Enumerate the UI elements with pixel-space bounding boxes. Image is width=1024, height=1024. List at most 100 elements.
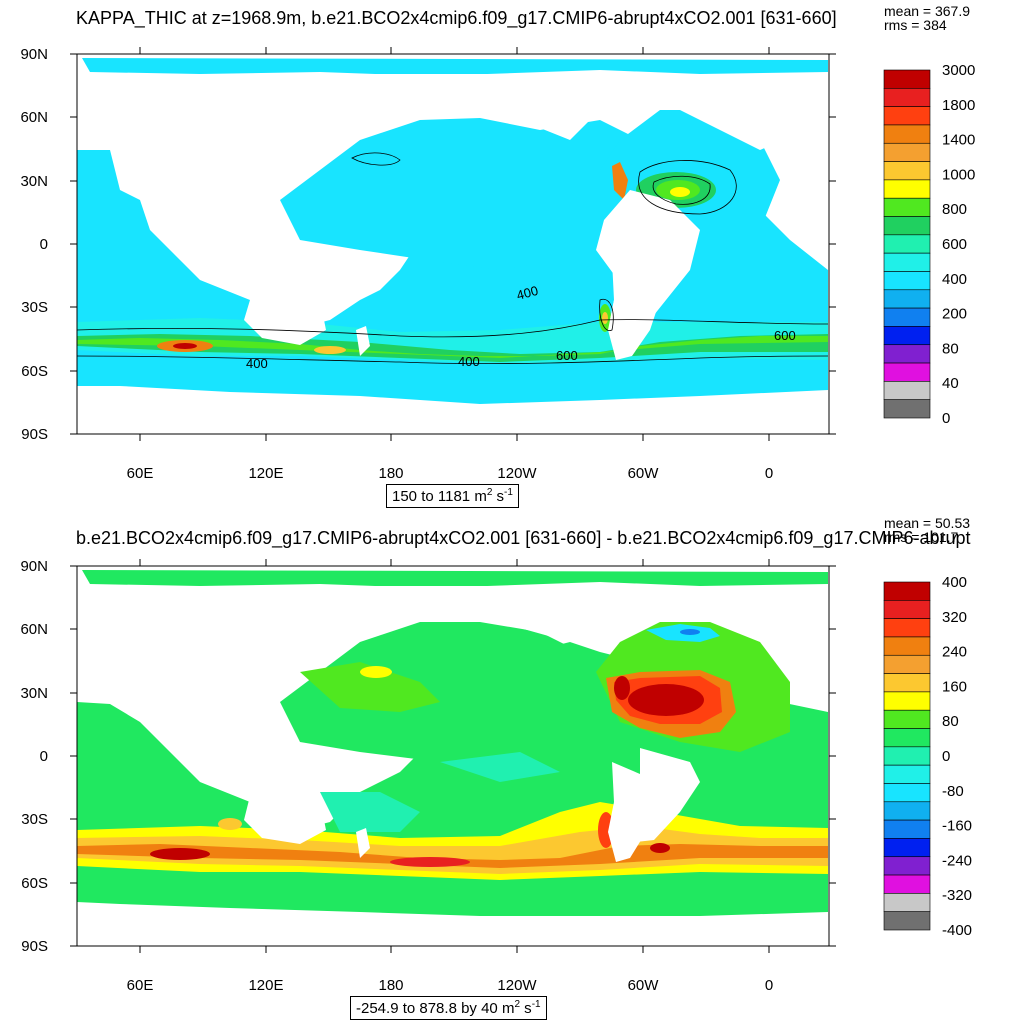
colorbar-swatch xyxy=(883,142,931,162)
lon-label: 60W xyxy=(628,465,660,482)
colorbar-label: 320 xyxy=(942,609,967,626)
lat-label: 0 xyxy=(40,748,48,765)
lat-label: 30S xyxy=(21,299,48,316)
colorbar-swatch xyxy=(883,819,931,839)
colorbar-swatch xyxy=(883,709,931,729)
lon-label: 180 xyxy=(378,977,403,994)
lon-label: 0 xyxy=(765,465,773,482)
colorbar-swatch xyxy=(883,326,931,346)
colorbar-swatch xyxy=(883,783,931,803)
colorbar-swatch xyxy=(883,874,931,894)
range-box: -254.9 to 878.8 by 40 m2 s-1 xyxy=(350,996,547,1020)
colorbar: 400 320 240 160 80 0 -80 -160 -240 -320 -400 xyxy=(883,574,972,939)
lat-label: 90S xyxy=(21,426,48,443)
rms-stat: rms = 101.7 xyxy=(884,529,959,545)
colorbar-swatch xyxy=(883,234,931,254)
colorbar-swatch xyxy=(883,691,931,711)
range-units: m xyxy=(474,488,487,505)
colorbar-swatch xyxy=(883,161,931,181)
colorbar-swatch xyxy=(883,838,931,858)
colorbar-label: 800 xyxy=(942,201,967,218)
colorbar-swatch xyxy=(883,856,931,876)
colorbar-swatch xyxy=(883,362,931,382)
colorbar-swatch xyxy=(883,911,931,931)
lon-label: 120W xyxy=(497,465,537,482)
colorbar-label: -160 xyxy=(942,818,972,835)
lat-label: 90S xyxy=(21,938,48,955)
colorbar-label: 0 xyxy=(942,410,950,427)
contour-label: 400 xyxy=(246,356,268,371)
range-text: 150 to 1181 xyxy=(392,488,471,505)
longitude-labels: 60E 120E 180 120W 60W 0 xyxy=(127,465,774,482)
colorbar-swatch xyxy=(883,618,931,638)
lat-label: 0 xyxy=(40,236,48,253)
colorbar-label: 40 xyxy=(942,375,959,392)
lat-label: 30N xyxy=(20,173,48,190)
colorbar-swatch xyxy=(883,179,931,199)
colorbar-label: 1000 xyxy=(942,166,975,183)
range-box: 150 to 1181 m2 s-1 xyxy=(386,484,519,508)
lat-label: 30S xyxy=(21,811,48,828)
rms-stat: rms = 384 xyxy=(884,17,947,33)
panel-title: b.e21.BCO2x4cmip6.f09_g17.CMIP6-abrupt4x… xyxy=(76,528,971,548)
lon-label: 120W xyxy=(497,977,537,994)
colorbar-swatch xyxy=(883,893,931,912)
latitude-labels: 90N 60N 30N 0 30S 60S 90S xyxy=(20,558,48,955)
panel-title: KAPPA_THIC at z=1968.9m, b.e21.BCO2x4cmi… xyxy=(76,8,837,28)
colorbar-swatch xyxy=(883,69,931,89)
colorbar-label: -80 xyxy=(942,783,964,800)
colorbar-label: 160 xyxy=(942,678,967,695)
colorbar-label: 80 xyxy=(942,340,959,357)
colorbar-swatch xyxy=(883,216,931,236)
lon-label: 60E xyxy=(127,977,154,994)
colorbar-label: 1800 xyxy=(942,97,975,114)
panel-top: KAPPA_THIC at z=1968.9m, b.e21.BCO2x4cmi… xyxy=(20,4,975,508)
colorbar-swatch xyxy=(883,106,931,126)
colorbar-label: 200 xyxy=(942,306,967,323)
colorbar-swatch xyxy=(883,271,931,291)
colorbar-label: 400 xyxy=(942,271,967,288)
colorbar-swatch xyxy=(883,124,931,144)
colorbar-label: 240 xyxy=(942,644,967,661)
ocean-field xyxy=(77,566,829,946)
lon-label: 120E xyxy=(248,977,283,994)
colorbar-swatch xyxy=(883,746,931,766)
lon-label: 60E xyxy=(127,465,154,482)
lat-label: 90N xyxy=(20,558,48,575)
colorbar-swatch xyxy=(883,88,931,107)
colorbar-label: -320 xyxy=(942,887,972,904)
colorbar-swatch xyxy=(883,307,931,327)
stats-block: mean = 367.9 rms = 384 xyxy=(884,4,970,32)
lat-label: 90N xyxy=(20,46,48,63)
lat-label: 60N xyxy=(20,621,48,638)
colorbar-swatch xyxy=(883,654,931,674)
colorbar-swatch xyxy=(883,764,931,784)
colorbar-swatch xyxy=(883,344,931,364)
map-svg: 400 400 600 400 600 90N 60N 30N 0 30S 60… xyxy=(20,46,975,482)
colorbar-swatch xyxy=(883,728,931,748)
colorbar-swatch xyxy=(883,252,931,272)
lat-label: 30N xyxy=(20,685,48,702)
colorbar-label: -400 xyxy=(942,922,972,939)
colorbar-label: 1400 xyxy=(942,132,975,149)
colorbar-label: -240 xyxy=(942,852,972,869)
colorbar-swatch xyxy=(883,801,931,821)
contour-label: 600 xyxy=(556,348,578,363)
latitude-labels: 90N 60N 30N 0 30S 60S 90S xyxy=(20,46,48,443)
mean-stat: mean = 367.9 xyxy=(884,3,971,19)
lat-label: 60S xyxy=(21,875,48,892)
map-svg: 90N 60N 30N 0 30S 60S 90S 60E 120E 180 1… xyxy=(20,558,972,994)
colorbar-label: 600 xyxy=(942,236,967,253)
contour-label: 400 xyxy=(458,354,480,369)
lat-label: 60N xyxy=(20,109,48,126)
range-text: -254.9 to 878.8 by 40 xyxy=(356,1000,498,1017)
ocean-field xyxy=(77,54,829,434)
tick-marks xyxy=(70,559,836,953)
lat-label: 60S xyxy=(21,363,48,380)
colorbar-label: 400 xyxy=(942,574,967,591)
colorbar-swatch xyxy=(883,381,931,400)
contour-label: 400 xyxy=(515,283,540,303)
colorbar-swatch xyxy=(883,581,931,601)
colorbar-swatch xyxy=(883,600,931,619)
